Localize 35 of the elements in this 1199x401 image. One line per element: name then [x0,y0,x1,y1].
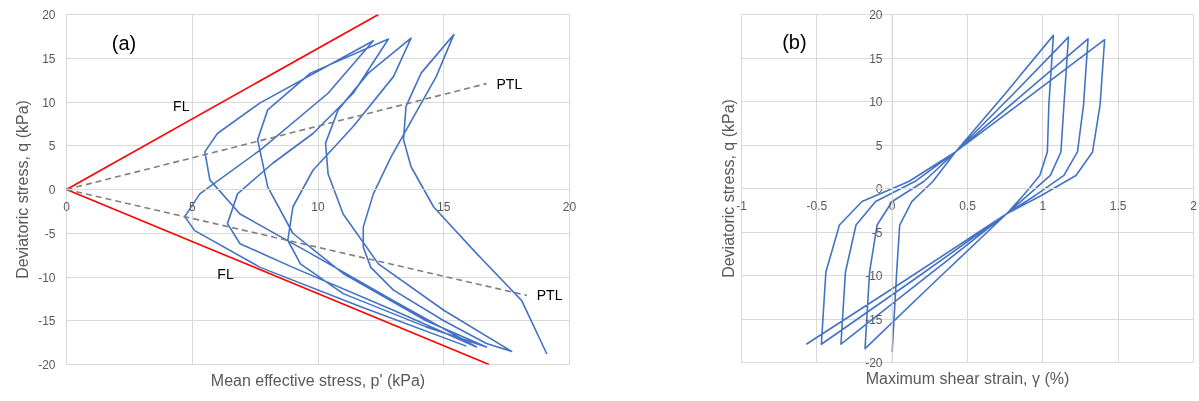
y-axis-title: Deviatoric stress, q (kPa) [13,100,31,279]
x-tick-label: 0.5 [959,198,977,213]
x-tick-label: 20 [562,199,577,214]
series-label: PTL [496,75,523,92]
y-tick-label: -10 [38,270,56,285]
y-tick-label: 0 [48,183,56,197]
series-label: FL [217,265,234,282]
x-tick-label: 0 [888,198,896,213]
annotation: (a) [111,31,137,54]
annotation: (b) [782,31,807,54]
y-tick-label: 5 [875,138,883,153]
x-tick-label: 2 [1190,198,1198,213]
y-tick-label: 15 [42,51,56,66]
y-tick-label: 20 [42,8,56,22]
x-tick-label: 1.5 [1109,198,1127,213]
y-tick-label: -20 [38,358,56,372]
x-tick-label: 0 [63,199,71,214]
y-tick-label: -20 [865,356,883,370]
y-axis-title: Deviatoric stress, q (kPa) [719,99,737,278]
y-tick-label: 15 [869,51,883,66]
y-tick-label: -5 [44,226,56,241]
y-tick-label: 10 [869,95,883,109]
series-label: PTL [536,287,563,304]
y-tick-label: 5 [48,139,56,154]
x-axis-title: Maximum shear strain, γ (%) [865,369,1070,387]
y-tick-label: 20 [869,8,883,22]
x-tick-label: 1 [1039,198,1047,213]
y-tick-label: -15 [38,314,56,329]
x-tick-label: -0.5 [806,198,828,213]
x-tick-label: 15 [437,199,451,214]
x-axis-title: Mean effective stress, p' (kPa) [210,371,426,389]
series-label: FL [173,97,190,114]
y-tick-label: 10 [42,95,56,110]
x-tick-label: -1 [736,198,748,213]
x-tick-label: 10 [311,199,325,214]
